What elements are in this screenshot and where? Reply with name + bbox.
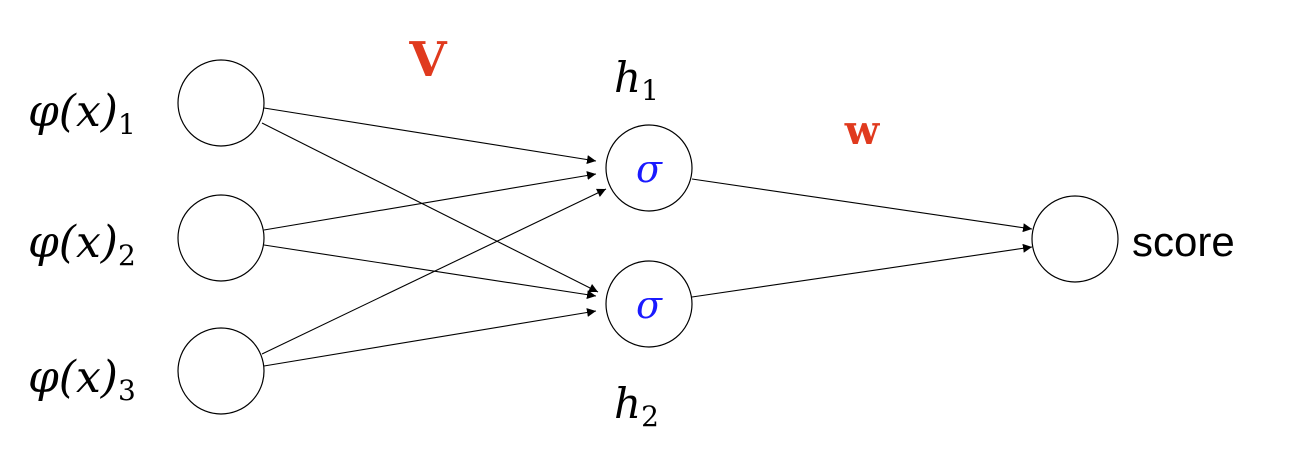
activation-sigma-1: σ bbox=[636, 147, 663, 191]
weight-label-w: w bbox=[844, 107, 881, 154]
hidden-label-1: h1 bbox=[614, 53, 659, 107]
edge-input1-hidden2 bbox=[261, 122, 599, 293]
input-node-2 bbox=[177, 194, 265, 282]
edge-input2-hidden1 bbox=[263, 171, 597, 231]
input-label-1: φ(x)1 bbox=[28, 86, 136, 141]
edge-input3-hidden1 bbox=[261, 188, 607, 355]
edge-input1-hidden1 bbox=[263, 107, 597, 165]
output-node bbox=[1031, 195, 1119, 283]
edge-input2-hidden2 bbox=[263, 244, 597, 300]
edge-input3-hidden2 bbox=[263, 308, 597, 367]
edge-hidden2-output bbox=[691, 243, 1033, 298]
hidden-node-2 bbox=[605, 260, 693, 348]
hidden-label-2: h2 bbox=[614, 379, 659, 433]
output-label: score bbox=[1132, 218, 1235, 265]
edge-hidden1-output bbox=[691, 178, 1033, 233]
input-label-3: φ(x)3 bbox=[28, 352, 136, 407]
input-node-1 bbox=[177, 59, 265, 147]
input-node-3 bbox=[177, 327, 265, 415]
input-label-2: φ(x)2 bbox=[28, 217, 136, 272]
hidden-node-1 bbox=[605, 124, 693, 212]
activation-sigma-2: σ bbox=[636, 283, 663, 327]
weight-label-v: V bbox=[408, 32, 447, 88]
